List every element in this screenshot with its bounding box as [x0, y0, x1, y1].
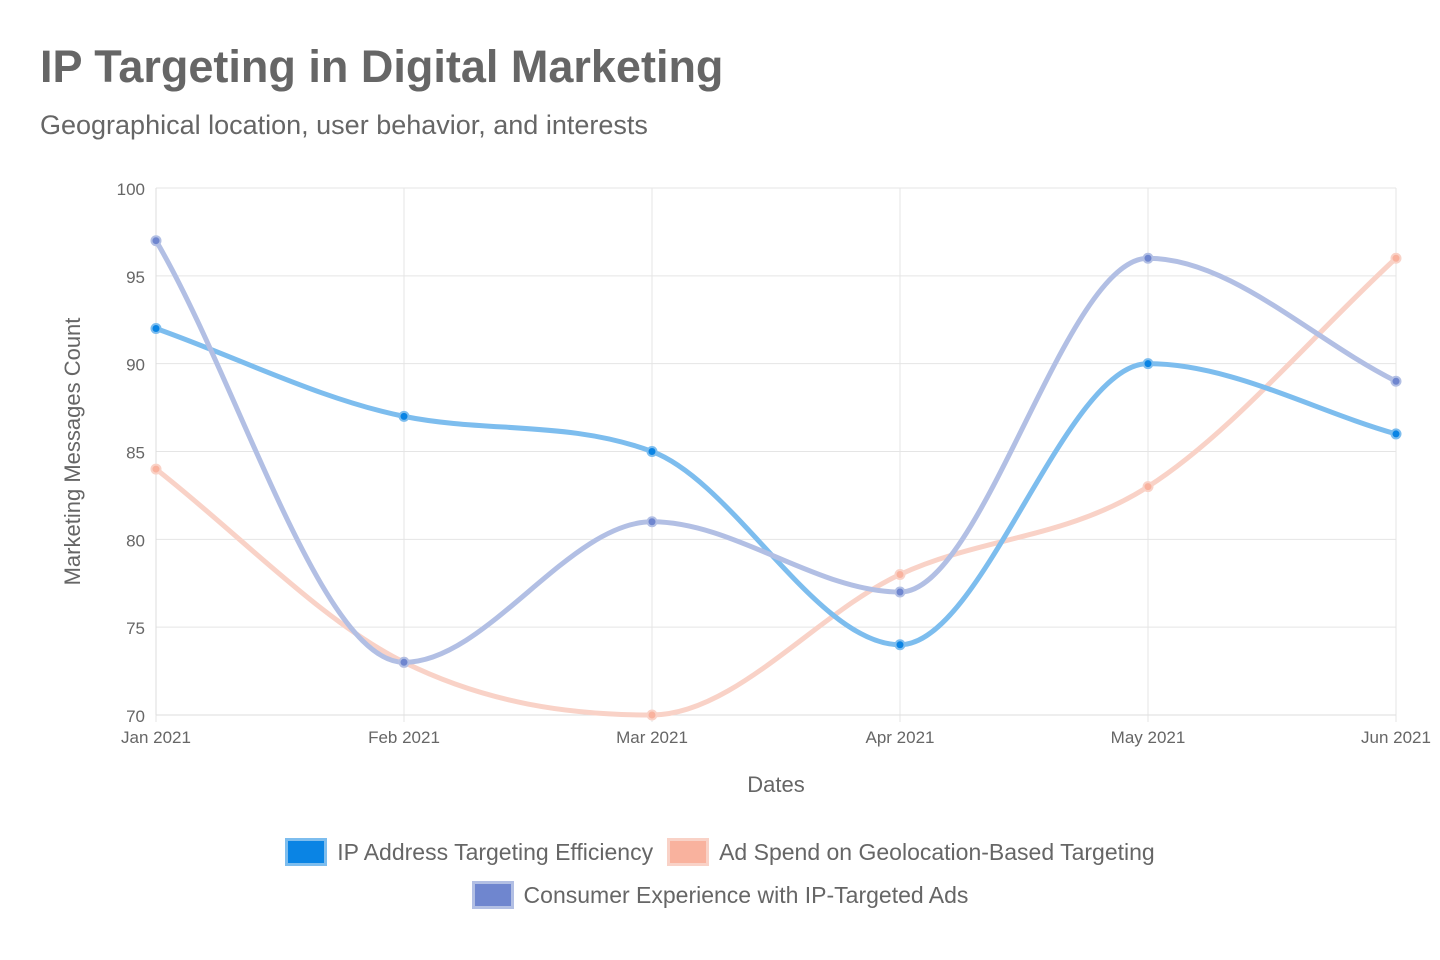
data-point-series-2[interactable] — [1144, 254, 1153, 263]
data-point-series-0[interactable] — [648, 447, 657, 456]
y-tick-label: 100 — [117, 180, 145, 199]
x-axis-label: Dates — [747, 772, 804, 797]
y-tick-label: 75 — [126, 619, 145, 638]
legend-swatch-ip-efficiency — [285, 838, 327, 866]
x-tick-label: Jan 2021 — [121, 728, 191, 747]
data-point-series-0[interactable] — [152, 324, 161, 333]
x-tick-label: May 2021 — [1111, 728, 1186, 747]
legend-item-ip-efficiency[interactable]: IP Address Targeting Efficiency — [285, 838, 653, 866]
legend-label: Consumer Experience with IP-Targeted Ads — [524, 882, 969, 909]
data-point-series-0[interactable] — [1144, 359, 1153, 368]
data-point-series-1[interactable] — [896, 570, 905, 579]
data-point-series-1[interactable] — [648, 711, 657, 720]
data-point-series-2[interactable] — [400, 658, 409, 667]
line-chart: 70 75 80 85 90 95 100 Jan 2021 Feb 2021 Mar 2021… — [0, 0, 1440, 820]
legend-row-1: IP Address Targeting Efficiency Ad Spend… — [0, 838, 1440, 866]
data-point-series-2[interactable] — [152, 236, 161, 245]
data-point-series-1[interactable] — [152, 465, 161, 474]
x-tick-label: Jun 2021 — [1361, 728, 1431, 747]
data-point-series-1[interactable] — [1144, 482, 1153, 491]
data-point-series-2[interactable] — [1392, 377, 1401, 386]
series-line-0 — [156, 329, 1396, 645]
series-line-1 — [156, 258, 1396, 715]
x-tick-label: Feb 2021 — [368, 728, 440, 747]
data-point-series-0[interactable] — [896, 640, 905, 649]
y-tick-label: 70 — [126, 707, 145, 726]
data-point-series-0[interactable] — [1392, 429, 1401, 438]
legend-row-2: Consumer Experience with IP-Targeted Ads — [0, 881, 1440, 909]
y-tick-label: 80 — [126, 531, 145, 550]
data-point-series-2[interactable] — [896, 588, 905, 597]
data-points — [152, 236, 1401, 719]
y-tick-label: 95 — [126, 268, 145, 287]
x-tick-label: Apr 2021 — [866, 728, 935, 747]
y-tick-label: 85 — [126, 444, 145, 463]
legend-item-consumer-experience[interactable]: Consumer Experience with IP-Targeted Ads — [472, 881, 969, 909]
data-point-series-2[interactable] — [648, 517, 657, 526]
legend-item-ad-spend[interactable]: Ad Spend on Geolocation-Based Targeting — [667, 838, 1155, 866]
grid — [156, 188, 1396, 722]
x-axis-ticks: Jan 2021 Feb 2021 Mar 2021 Apr 2021 May 2021… — [121, 728, 1431, 747]
legend-label: IP Address Targeting Efficiency — [337, 839, 653, 866]
series-lines — [156, 241, 1396, 715]
legend-swatch-ad-spend — [667, 838, 709, 866]
y-axis-ticks: 70 75 80 85 90 95 100 — [117, 180, 145, 726]
legend-label: Ad Spend on Geolocation-Based Targeting — [719, 839, 1155, 866]
data-point-series-1[interactable] — [1392, 254, 1401, 263]
x-tick-label: Mar 2021 — [616, 728, 688, 747]
y-tick-label: 90 — [126, 356, 145, 375]
y-axis-label: Marketing Messages Count — [60, 318, 85, 586]
legend-swatch-consumer-experience — [472, 881, 514, 909]
data-point-series-0[interactable] — [400, 412, 409, 421]
